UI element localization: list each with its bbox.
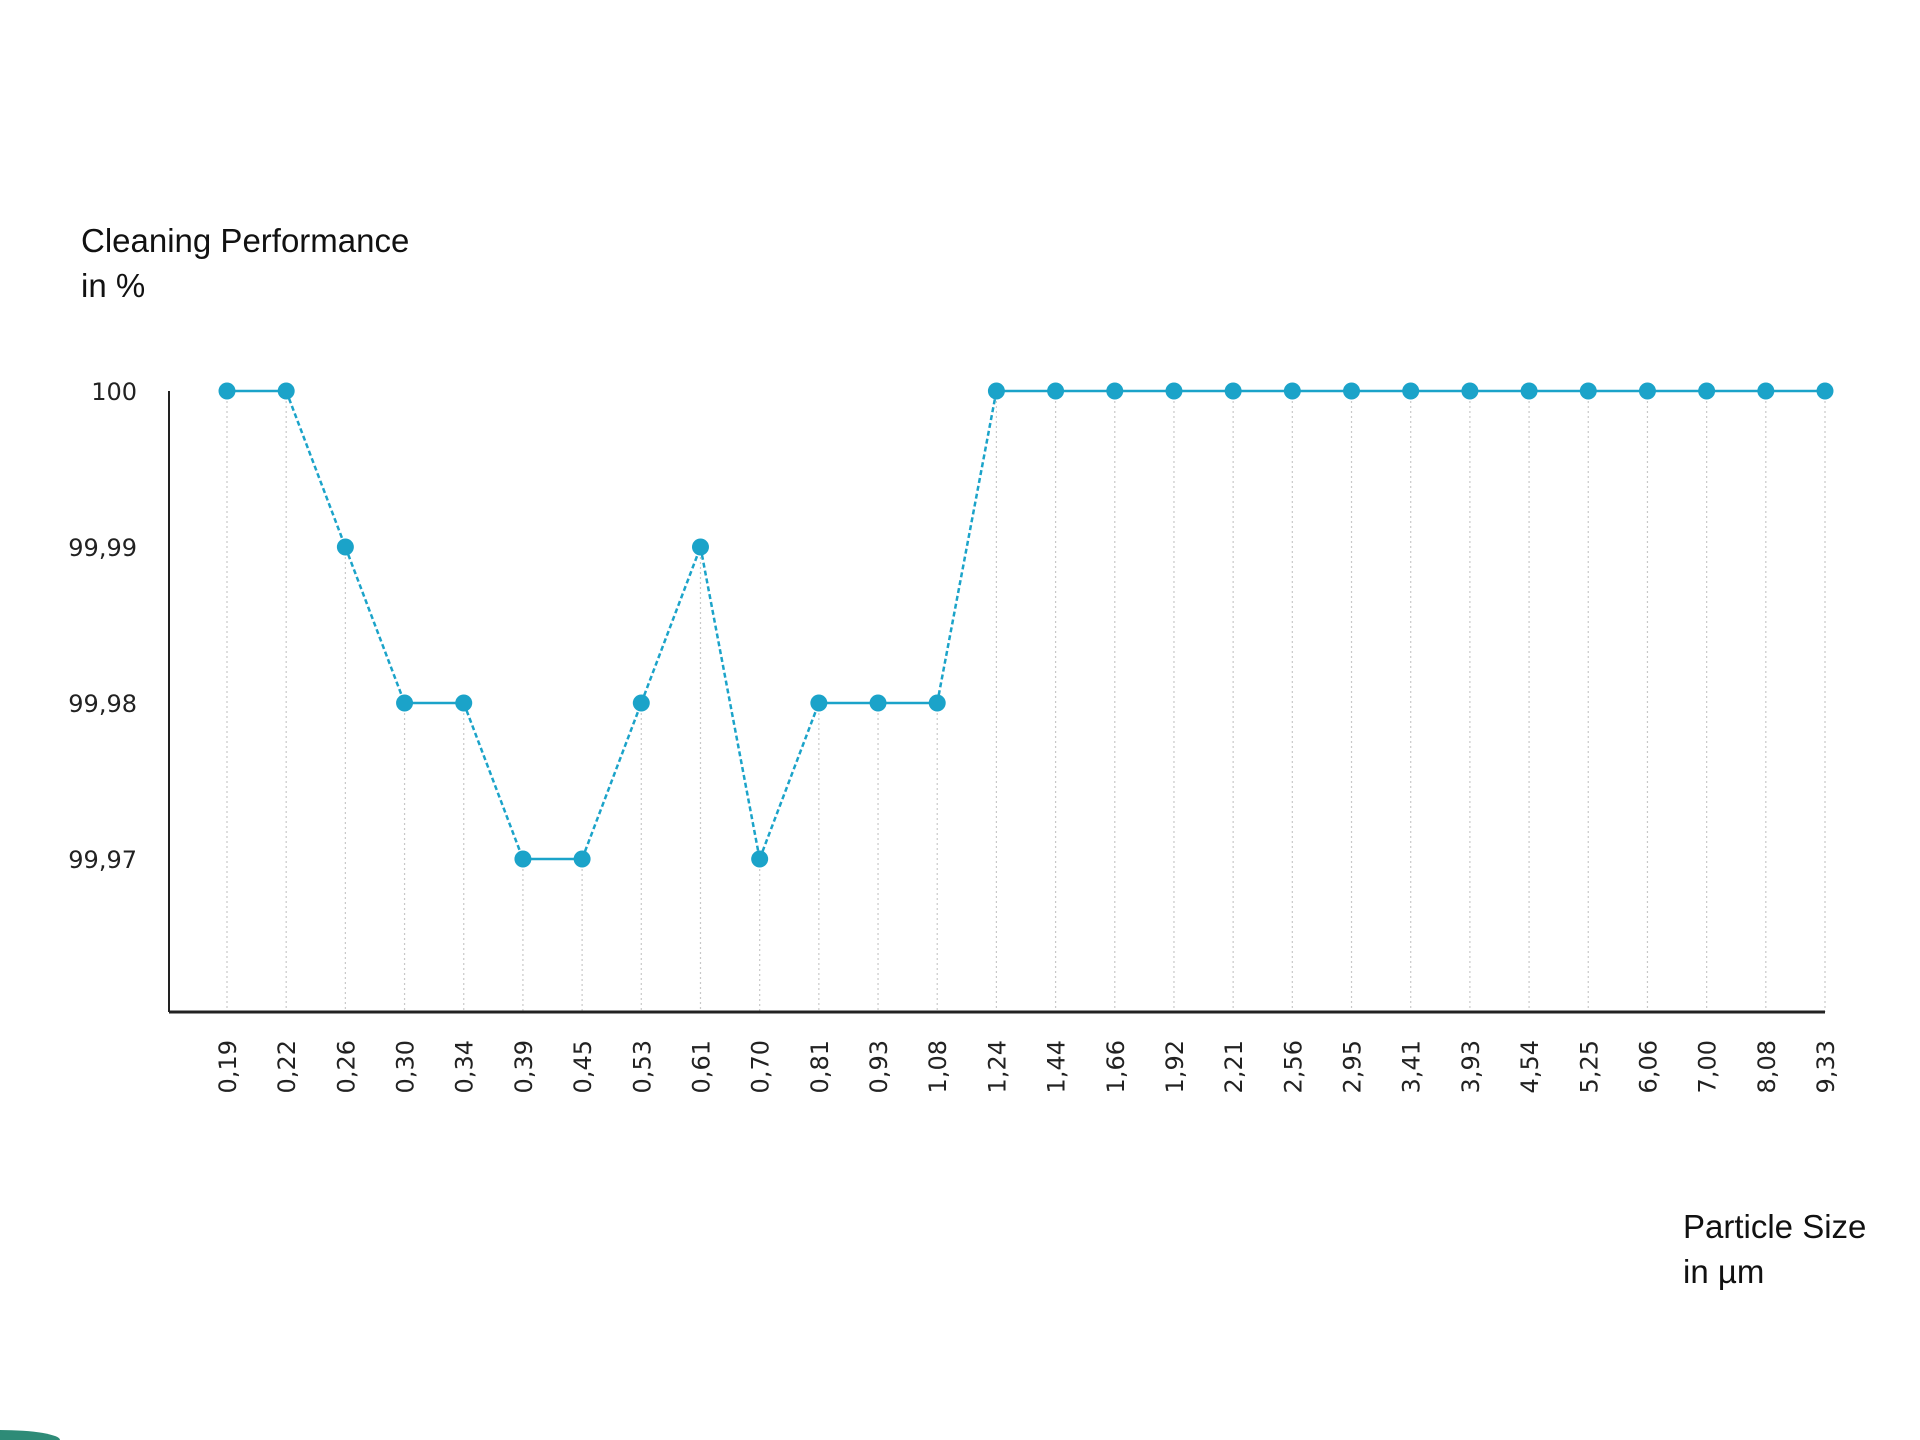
x-tick-label: 4,54 — [1516, 1040, 1544, 1093]
x-tick-label: 0,53 — [628, 1040, 656, 1093]
data-point — [1579, 382, 1597, 400]
x-tick-label: 0,26 — [332, 1040, 360, 1093]
data-point — [1047, 382, 1065, 400]
x-tick-label: 0,19 — [214, 1040, 242, 1093]
data-point — [1698, 382, 1716, 400]
data-point — [277, 382, 295, 400]
series-line-segment — [344, 546, 406, 704]
x-tick-label: 1,66 — [1102, 1040, 1130, 1093]
data-point — [1461, 382, 1479, 400]
x-tick-label: 0,22 — [273, 1040, 301, 1093]
data-point — [1757, 382, 1775, 400]
x-tick-label: 3,41 — [1398, 1040, 1426, 1093]
y-tick-label: 99,98 — [68, 690, 137, 718]
y-tick-label: 99,99 — [68, 534, 137, 562]
y-tick-label: 99,97 — [68, 846, 137, 874]
x-tick-label: 0,81 — [806, 1040, 834, 1093]
x-axis-title-line-2: in µm — [1683, 1253, 1765, 1290]
data-point — [1816, 382, 1834, 400]
series-line-segment — [285, 390, 347, 548]
series-line-segment — [699, 546, 761, 860]
data-point — [810, 694, 828, 712]
data-point — [691, 538, 709, 556]
data-point — [1343, 382, 1361, 400]
x-tick-label: 0,39 — [510, 1040, 538, 1093]
x-tick-label: 0,30 — [392, 1040, 420, 1093]
data-point — [1638, 382, 1656, 400]
x-tick-label: 0,45 — [569, 1040, 597, 1093]
axes — [168, 391, 1825, 1014]
x-tick-label: 0,61 — [687, 1040, 715, 1093]
x-tick-label: 2,95 — [1339, 1040, 1367, 1093]
x-tick-label: 7,00 — [1694, 1040, 1722, 1093]
x-tick-label: 8,08 — [1753, 1040, 1781, 1093]
data-point — [1283, 382, 1301, 400]
x-tick-label: 1,24 — [983, 1040, 1011, 1093]
data-point — [336, 538, 354, 556]
x-tick-label: 1,08 — [924, 1040, 952, 1093]
data-point — [1165, 382, 1183, 400]
x-tick-label: 1,44 — [1043, 1040, 1071, 1093]
x-tick-label: 0,70 — [747, 1040, 775, 1093]
series-line-segment — [580, 702, 643, 860]
x-tick-label: 3,93 — [1457, 1040, 1485, 1093]
data-point — [1224, 382, 1242, 400]
data-point — [218, 382, 236, 400]
y-axis-title-line-2: in % — [81, 267, 146, 304]
corner-accent-shape — [0, 1430, 60, 1440]
y-axis-title-line-1: Cleaning Performance — [81, 222, 410, 259]
data-point — [1106, 382, 1124, 400]
data-point — [514, 850, 532, 868]
x-tick-label: 6,06 — [1634, 1040, 1662, 1093]
x-tick-labels: 0,19 0,22 0,26 0,30 0,34 0,39 0,45 0,53 0,61 0,70… — [214, 1040, 1840, 1093]
x-tick-label: 0,34 — [451, 1040, 479, 1093]
y-tick-label: 100 — [91, 378, 137, 406]
series-line-segment — [640, 546, 702, 704]
x-tick-label: 1,92 — [1161, 1040, 1189, 1093]
data-point — [869, 694, 887, 712]
series-line-segment — [462, 702, 525, 860]
x-axis-title-line-1: Particle Size — [1683, 1208, 1867, 1245]
data-point — [1520, 382, 1538, 400]
series-line-segment — [758, 702, 821, 860]
data-point — [1402, 382, 1420, 400]
x-axis-title: Particle Size in µm — [1683, 1204, 1866, 1294]
x-tick-label: 2,21 — [1220, 1040, 1248, 1093]
data-point — [632, 694, 650, 712]
data-point — [928, 694, 946, 712]
data-point — [396, 694, 414, 712]
series-line — [227, 389, 1825, 861]
grid-lines — [226, 391, 1826, 1012]
y-axis-title: Cleaning Performance in % — [81, 218, 409, 308]
data-point — [987, 382, 1005, 400]
y-tick-labels: 100 99,99 99,98 99,97 — [68, 378, 137, 874]
data-point — [573, 850, 591, 868]
x-tick-label: 9,33 — [1812, 1040, 1840, 1093]
data-point — [751, 850, 769, 868]
series-points — [218, 382, 1834, 868]
x-tick-label: 0,93 — [865, 1040, 893, 1093]
x-tick-label: 2,56 — [1279, 1040, 1307, 1093]
x-tick-label: 5,25 — [1575, 1040, 1603, 1093]
series-line-segment — [935, 390, 998, 704]
data-point — [455, 694, 473, 712]
